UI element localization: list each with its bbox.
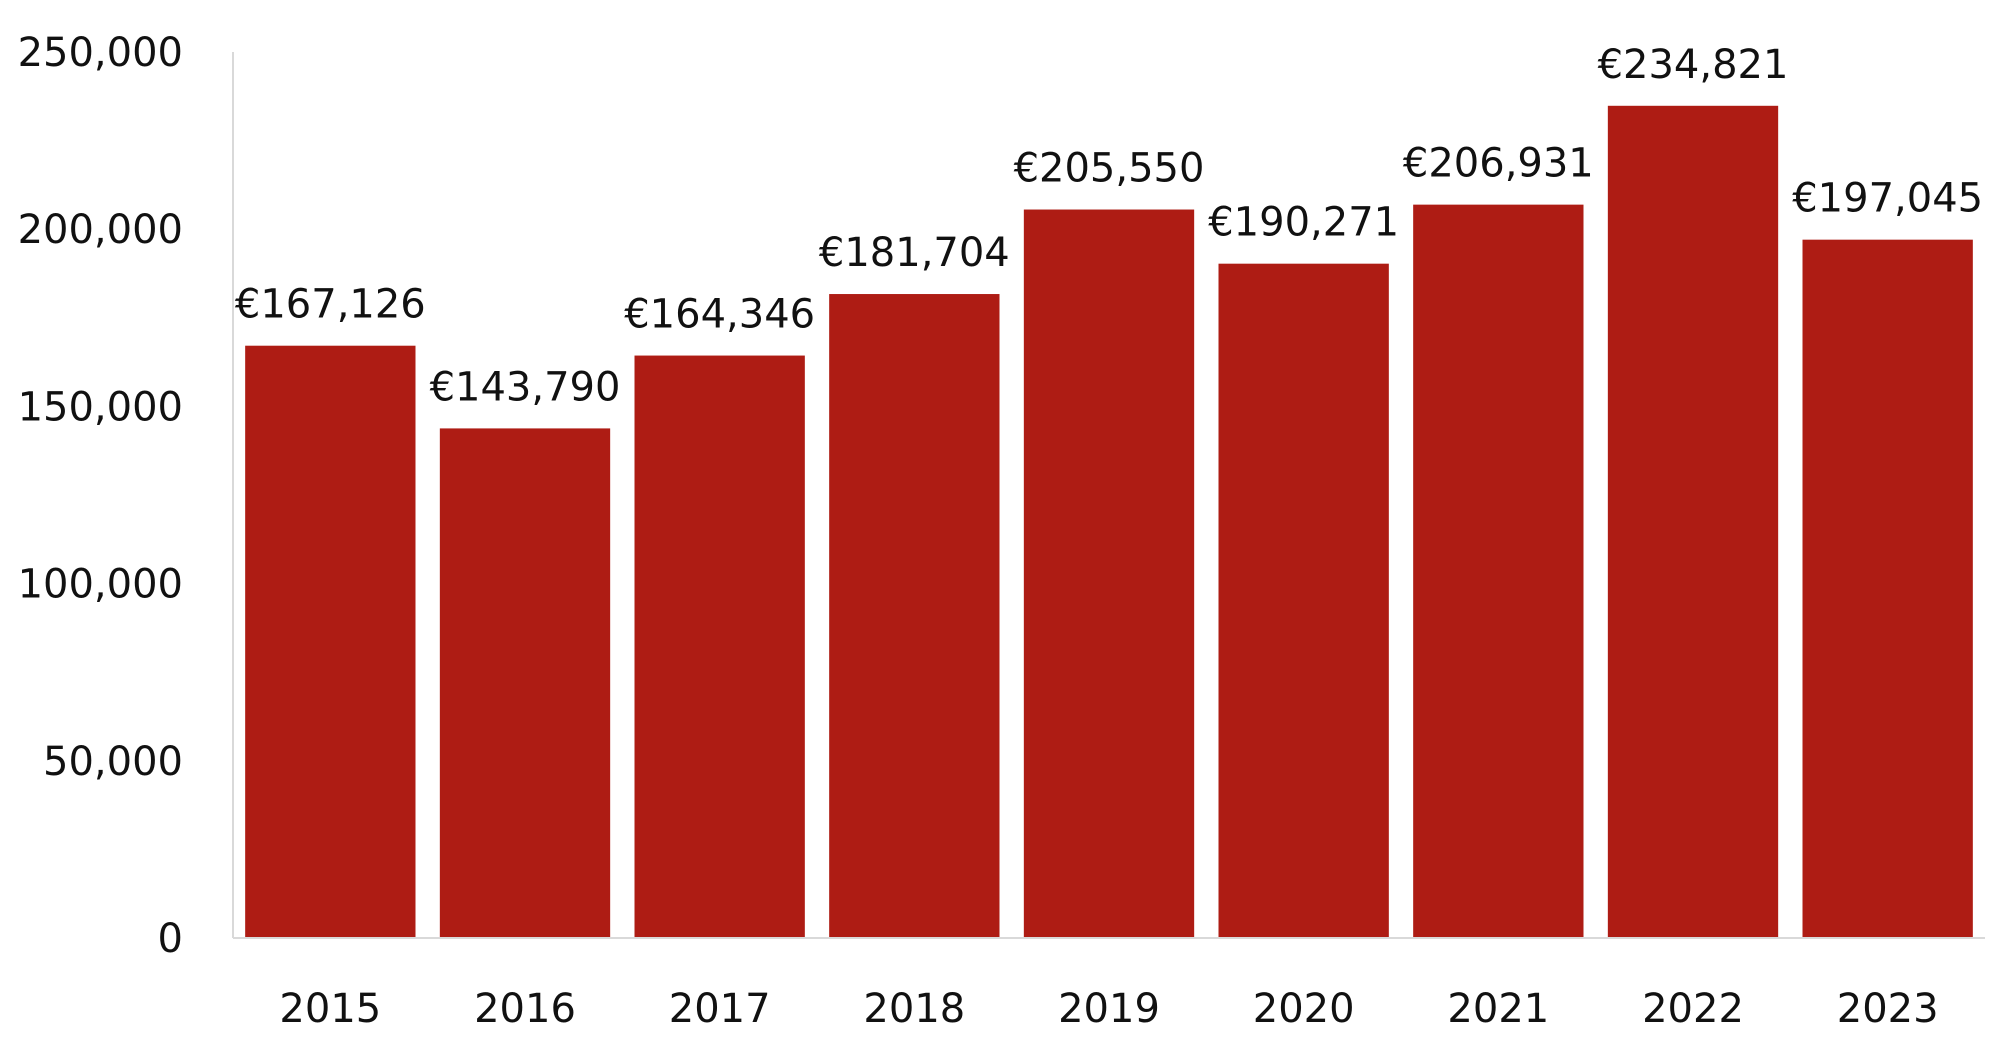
data-label-2022: €234,821: [1598, 42, 1789, 88]
data-label-2016: €143,790: [430, 364, 621, 410]
bar-2016: [439, 428, 611, 938]
x-tick-label-2020: 2020: [1253, 986, 1355, 1032]
bar-2023: [1802, 239, 1973, 939]
data-label-2021: €206,931: [1403, 141, 1594, 187]
y-tick-label: 200,000: [18, 207, 183, 253]
x-axis: 2015 2016 2017 2018 2019 2020 2021 2022 2023: [233, 937, 1985, 1032]
bar-2021: [1413, 204, 1584, 938]
bar-2018: [829, 294, 1000, 938]
bar-2020: [1218, 263, 1389, 938]
x-tick-label-2017: 2017: [669, 986, 771, 1032]
data-label-2020: €190,271: [1208, 200, 1399, 246]
x-tick-label-2015: 2015: [279, 986, 381, 1032]
x-tick-label-2019: 2019: [1058, 986, 1160, 1032]
data-label-2019: €205,550: [1014, 146, 1205, 192]
data-label-2018: €181,704: [819, 230, 1010, 276]
bar-2022: [1607, 105, 1779, 938]
data-label-2015: €167,126: [235, 282, 426, 328]
x-tick-label-2022: 2022: [1642, 986, 1744, 1032]
y-tick-label: 50,000: [43, 739, 183, 785]
bars: [245, 105, 1973, 939]
y-tick-label: 150,000: [18, 384, 183, 430]
y-axis: 0 50,000 100,000 150,000 200,000 250,000: [18, 30, 234, 962]
x-tick-label-2021: 2021: [1447, 986, 1549, 1032]
x-tick-label-2016: 2016: [474, 986, 576, 1032]
data-label-2017: €164,346: [624, 292, 815, 338]
x-tick-label-2018: 2018: [863, 986, 965, 1032]
bar-2015: [245, 345, 416, 938]
y-tick-label: 250,000: [18, 30, 183, 76]
y-tick-label: 100,000: [18, 562, 183, 608]
x-tick-label-2023: 2023: [1837, 986, 1939, 1032]
y-tick-label: 0: [158, 916, 183, 962]
data-label-2023: €197,045: [1792, 176, 1983, 222]
bar-2017: [634, 355, 805, 939]
data-labels: €167,126€143,790€164,346€181,704€205,550…: [235, 42, 1983, 411]
bar-2019: [1023, 209, 1195, 938]
